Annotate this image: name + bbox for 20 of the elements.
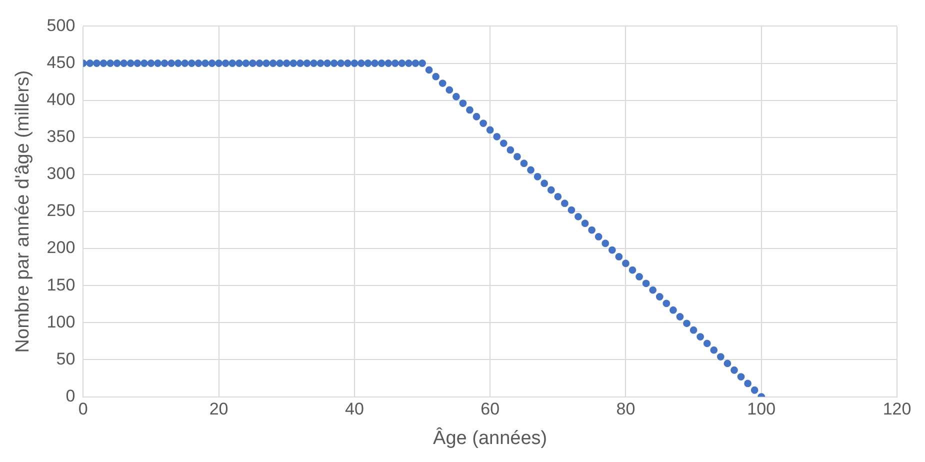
y-tick-label: 250 <box>46 201 76 220</box>
y-axis-title: Nombre par année d'âge (millers) <box>12 70 34 353</box>
y-tick-label: 150 <box>46 275 76 294</box>
y-tick-label: 300 <box>46 164 76 184</box>
x-tick-label: 0 <box>78 400 88 419</box>
x-tick-label: 80 <box>616 400 636 419</box>
x-tick-label: 60 <box>480 400 500 419</box>
y-tick-label: 400 <box>46 90 76 110</box>
y-tick-label: 0 <box>66 386 76 406</box>
x-axis-title: Âge (années) <box>433 426 548 449</box>
x-tick-label: 100 <box>747 400 776 419</box>
x-tick-label: 20 <box>209 400 228 419</box>
x-tick-label: 40 <box>344 400 364 419</box>
y-tick-label: 350 <box>46 127 76 146</box>
y-tick-label: 500 <box>46 16 76 35</box>
y-tick-label: 200 <box>46 238 76 258</box>
y-tick-label: 100 <box>46 312 76 332</box>
x-tick-label: 120 <box>882 400 912 419</box>
y-tick-label: 50 <box>56 349 76 368</box>
y-tick-label: 450 <box>46 52 76 72</box>
